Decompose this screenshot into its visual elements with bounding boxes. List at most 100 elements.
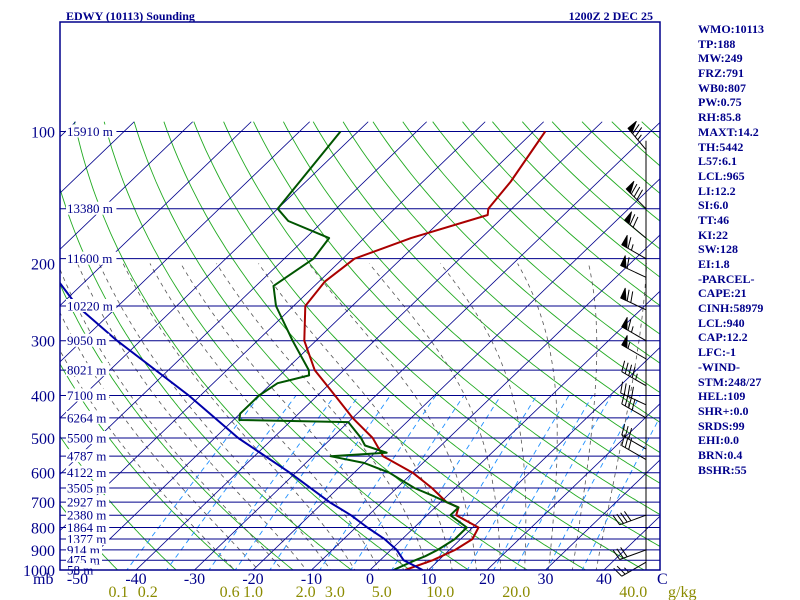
wind-barb-feather — [627, 237, 632, 249]
stat-item: LFC:-1 — [698, 345, 736, 360]
chart-datetime: 1200Z 2 DEC 25 — [569, 9, 653, 23]
dry-adiabat-line — [372, 121, 660, 394]
wind-barb — [621, 234, 647, 260]
height-label-bg — [66, 201, 117, 215]
mixing-ratio-line — [350, 395, 465, 570]
height-label: 10220 m — [67, 299, 113, 314]
temperature-unit-label: C — [657, 571, 668, 588]
wind-barb-flag — [621, 316, 628, 331]
plot-frame — [59, 21, 661, 571]
wind-barb-half-feather — [635, 373, 638, 380]
wind-barb-half-feather — [630, 244, 634, 251]
stat-item: TH:5442 — [698, 139, 744, 154]
moist-adiabat-line — [77, 263, 307, 570]
height-label: 1864 m — [67, 520, 106, 535]
wind-barb — [620, 287, 647, 311]
wind-barb-feather — [624, 436, 629, 448]
wind-barb-feather — [636, 189, 644, 200]
wind-barb-feather — [621, 434, 626, 446]
height-label-bg — [66, 388, 110, 402]
wind-barb-feather — [624, 394, 629, 407]
height-label-bg — [66, 410, 110, 424]
pressure-label: 700 — [31, 495, 55, 512]
wind-barb-feather — [612, 549, 621, 560]
mixing-ratio-label: 10.0 — [426, 584, 454, 600]
stat-item: EHI:0.0 — [698, 433, 740, 448]
stats-panel: WMO:10113 TP:188 MW:249 FRZ:791 WB0:807 PW:0.… — [698, 22, 798, 477]
isotherm-line — [427, 346, 660, 570]
wind-barb-feather — [626, 289, 630, 302]
wind-barb-feather — [628, 438, 633, 450]
isotherm-line — [60, 121, 369, 419]
wind-barb-flag — [621, 335, 628, 349]
pressure-label: 300 — [31, 334, 55, 351]
height-label-bg — [66, 520, 110, 534]
mixing-ratio-label: 1.0 — [243, 584, 263, 600]
mixing-ratio-label: 0.2 — [138, 584, 158, 600]
pressure-label: 600 — [31, 466, 55, 483]
isotherm-line — [252, 178, 660, 570]
isotherm-line — [60, 121, 252, 307]
stat-item: -WIND- — [698, 359, 740, 374]
moist-adiabat-line — [308, 263, 477, 570]
mixing-ratio-line — [581, 416, 660, 570]
height-label-bg — [66, 124, 117, 138]
wind-barb-feather — [632, 124, 640, 135]
stat-item: KI:22 — [698, 227, 728, 242]
moist-adiabat-line — [517, 263, 558, 570]
stat-item: SI:6.0 — [698, 198, 729, 213]
stat-item: EI:1.8 — [698, 257, 730, 271]
wind-barb-feather — [620, 547, 628, 558]
chart-title: EDWY (10113) Sounding — [66, 9, 195, 23]
stat-item: RH:85.8 — [698, 110, 741, 125]
stat-item: CAPE:21 — [698, 286, 747, 301]
isotherm-line — [76, 121, 544, 570]
height-label-bg — [66, 542, 102, 556]
isotherm-line — [60, 121, 310, 363]
moist-adiabat-line — [122, 263, 356, 570]
wind-barb-feather — [616, 548, 624, 559]
temperature-tick-label: -20 — [242, 571, 263, 588]
height-label-bg — [66, 333, 110, 347]
stat-item: CAP:12.2 — [698, 330, 748, 345]
dry-adiabat-line — [312, 121, 660, 454]
temperature-tick-label: 40 — [596, 571, 612, 588]
height-label-bg — [66, 449, 110, 463]
height-label: 8021 m — [67, 363, 106, 378]
stat-item: BRN:0.4 — [698, 447, 743, 462]
mixing-ratio-label: 3.0 — [325, 584, 345, 600]
temperature-tick-label: 30 — [538, 571, 554, 588]
dry-adiabat-line — [283, 121, 660, 484]
dry-adiabat-line — [133, 121, 528, 570]
moist-adiabat-line — [571, 263, 598, 570]
height-label: 7100 m — [67, 388, 106, 403]
pressure-unit-label: mb — [33, 571, 53, 588]
isotherm-line — [544, 459, 660, 570]
stat-item: SRDS:99 — [698, 418, 745, 433]
dry-adiabat-line — [163, 121, 587, 570]
moist-adiabat-line — [368, 263, 501, 570]
mixing-ratio-line — [546, 395, 641, 570]
mixing-ratio-line — [269, 395, 391, 570]
moist-adiabat-line — [98, 263, 332, 570]
dry-adiabat-line — [103, 121, 470, 570]
height-label: 3505 m — [67, 480, 106, 495]
height-label: 1377 m — [67, 532, 106, 547]
mixing-ratio-label: 2.0 — [296, 584, 316, 600]
isotherm-line — [135, 121, 603, 570]
wind-barb-feather — [624, 425, 629, 438]
mixing-ratio-label: 0.1 — [108, 584, 128, 600]
wind-barb-feather — [631, 366, 636, 378]
mixing-ratio-line — [126, 395, 260, 570]
stat-item: TT:46 — [698, 212, 730, 227]
wind-barb-feather — [633, 186, 641, 198]
moist-adiabat-line — [180, 263, 405, 570]
wind-barb — [621, 423, 647, 450]
height-label: 4122 m — [67, 465, 106, 480]
stat-item: HEL:109 — [698, 389, 746, 404]
height-label-bg — [66, 363, 110, 377]
stat-item: LI:12.2 — [698, 183, 736, 198]
pressure-label: 1000 — [23, 563, 55, 580]
wind-barb-flag — [620, 255, 627, 269]
dewpoint-trace — [238, 130, 468, 570]
